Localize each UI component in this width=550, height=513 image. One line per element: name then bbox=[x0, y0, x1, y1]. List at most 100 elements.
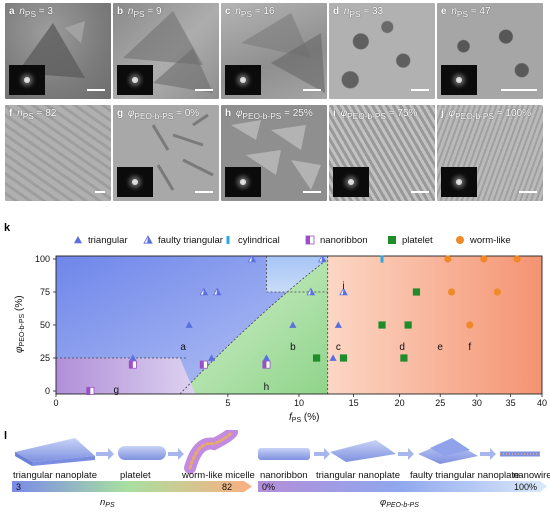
marker-nanoribbon-0 bbox=[86, 386, 95, 395]
panel-label-d: d nPS = 33 bbox=[333, 6, 384, 19]
legend-marker-cylindrical bbox=[226, 236, 230, 244]
panel-label-c: c nPS = 16 bbox=[225, 6, 275, 19]
marker-triangular-1 bbox=[185, 321, 193, 328]
triangular-nanoplate-right-shape bbox=[330, 440, 396, 462]
y-axis-label: φPEO-b-PS (%) bbox=[14, 295, 26, 353]
panel-label-g: g φPEO-b-PS = 0% bbox=[117, 108, 200, 121]
saed-inset-g bbox=[117, 167, 153, 197]
legend-marker-nanoribbon bbox=[305, 235, 315, 245]
marker-worm-like-4 bbox=[493, 288, 502, 296]
phase-regions bbox=[56, 256, 542, 395]
nanoribbon-region bbox=[56, 358, 196, 394]
marker-faulty-triangular-5 bbox=[339, 287, 348, 296]
tem-panel-f: f nPS = 82 bbox=[5, 105, 111, 201]
panel-label-b: b nPS = 9 bbox=[117, 6, 162, 19]
saed-inset-e bbox=[441, 65, 477, 95]
arrow-3 bbox=[314, 448, 330, 460]
left-item-3: worm-like micelle bbox=[181, 470, 255, 481]
scale-bar-f bbox=[95, 191, 105, 193]
tem-panel-j: j φPEO-b-PS = 100% bbox=[437, 105, 543, 201]
marker-faulty-triangular-4-fill bbox=[321, 255, 326, 262]
marker-nanoribbon-1-fill bbox=[129, 361, 133, 369]
marker-faulty-triangular-1 bbox=[212, 287, 222, 296]
tem-image-g bbox=[151, 113, 214, 191]
legend-marker-faulty-triangular bbox=[143, 235, 153, 244]
marker-faulty-triangular-0-fill bbox=[203, 288, 208, 295]
marker-platelet-2 bbox=[378, 321, 386, 329]
x-tick-label-20: 20 bbox=[395, 398, 405, 408]
x-tick-label-30: 30 bbox=[472, 398, 482, 408]
marker-triangular-4 bbox=[289, 321, 297, 328]
arrow-1 bbox=[96, 448, 114, 460]
chart-legend: triangular faulty triangular cylindrical na… bbox=[74, 235, 511, 246]
tem-panel-e: e nPS = 47 bbox=[437, 3, 543, 99]
marker-platelet-4 bbox=[404, 321, 412, 329]
marker-worm-like-2 bbox=[466, 321, 474, 329]
phi-axis-label: φPEO-b-PS bbox=[380, 497, 419, 509]
phi-bar-arrowhead bbox=[540, 481, 547, 492]
marker-faulty-triangular-5-fill bbox=[342, 288, 348, 295]
panel-label-h: h φPEO-b-PS = 25% bbox=[225, 108, 313, 121]
marker-faulty-triangular-3-fill bbox=[310, 288, 315, 295]
point-label-d: d bbox=[399, 342, 405, 353]
panel-label-e: e nPS = 47 bbox=[441, 6, 491, 19]
phi-end: 100% bbox=[514, 482, 537, 492]
tem-panel-i: i φPEO-b-PS = 75% bbox=[329, 105, 435, 201]
marker-faulty-triangular-4 bbox=[317, 254, 327, 263]
phase-diagram-chart: 0 5 10 15 20 25 30 35 40 0 25 50 75 100 fPS (%) φPEO-b-… bbox=[14, 235, 547, 424]
faulty-triangular-nanoplate-layer bbox=[430, 438, 470, 456]
legend-marker-platelet bbox=[388, 236, 396, 244]
phi-gradient-bar bbox=[258, 481, 540, 492]
arrow-2 bbox=[168, 448, 184, 460]
arrow-5 bbox=[480, 448, 496, 460]
n-ps-bar-arrowhead bbox=[244, 481, 252, 492]
arrow-4 bbox=[398, 448, 414, 460]
platelet-region bbox=[179, 259, 328, 394]
marker-platelet-1 bbox=[339, 354, 348, 362]
right-item-1: nanoribbon bbox=[260, 470, 308, 481]
marker-worm-like-0 bbox=[444, 255, 452, 263]
x-tick-label-25: 25 bbox=[435, 398, 445, 408]
marker-worm-like-3 bbox=[480, 255, 488, 263]
n-ps-start: 3 bbox=[16, 482, 21, 492]
scale-bar-b bbox=[195, 89, 213, 91]
tem-panel-d: d nPS = 33 bbox=[329, 3, 435, 99]
marker-nanoribbon-3 bbox=[262, 360, 271, 369]
marker-faulty-triangular-1-fill bbox=[216, 288, 221, 295]
triangular-nanoplate-side bbox=[32, 456, 95, 466]
saed-inset-b bbox=[117, 65, 153, 95]
point-label-c: c bbox=[336, 342, 341, 353]
left-item-1: triangular nanoplate bbox=[13, 470, 97, 481]
panel-label-f: f nPS = 82 bbox=[9, 108, 57, 121]
tem-panel-a: a nPS = 3 bbox=[5, 3, 111, 99]
worm-like-region bbox=[327, 256, 542, 394]
marker-nanoribbon-1 bbox=[128, 360, 137, 369]
legend-marker-triangular bbox=[74, 236, 82, 244]
marker-faulty-triangular-2-fill bbox=[251, 255, 256, 262]
marker-nanoribbon-2-fill bbox=[200, 361, 204, 369]
marker-worm-like-5 bbox=[513, 255, 521, 263]
chart-axes: 0 5 10 15 20 25 30 35 40 0 25 50 75 100 fPS (%) φPEO-b-… bbox=[14, 254, 547, 424]
x-tick-label-5: 5 bbox=[225, 398, 230, 408]
point-labels: a b c d e f g h i bbox=[114, 281, 472, 396]
tem-image-c bbox=[241, 13, 325, 93]
n-ps-axis-label: nPS bbox=[100, 497, 115, 509]
phi-start: 0% bbox=[262, 482, 275, 492]
scale-bar-d bbox=[411, 89, 429, 91]
triangular-nanoplate-edge bbox=[15, 452, 32, 466]
legend-label-cylindrical: cylindrical bbox=[238, 235, 280, 246]
tem-panel-h: h φPEO-b-PS = 25% bbox=[221, 105, 327, 201]
marker-platelet-5 bbox=[412, 288, 421, 296]
nanoribbon-shape bbox=[258, 448, 310, 460]
marker-triangular-5 bbox=[329, 354, 337, 361]
marker-triangular-6 bbox=[334, 321, 342, 328]
panel-label-l: l bbox=[4, 430, 8, 442]
x-tick-label-35: 35 bbox=[506, 398, 516, 408]
point-label-a: a bbox=[180, 342, 186, 353]
scale-bar-c bbox=[303, 89, 321, 91]
y-tick-label-100: 100 bbox=[35, 254, 50, 264]
schematic-panel-l: triangular nanoplate platelet worm-like … bbox=[12, 430, 550, 509]
point-label-e: e bbox=[437, 342, 443, 353]
legend-label-triangular: triangular bbox=[88, 235, 128, 246]
n-ps-end: 82 bbox=[222, 482, 232, 492]
